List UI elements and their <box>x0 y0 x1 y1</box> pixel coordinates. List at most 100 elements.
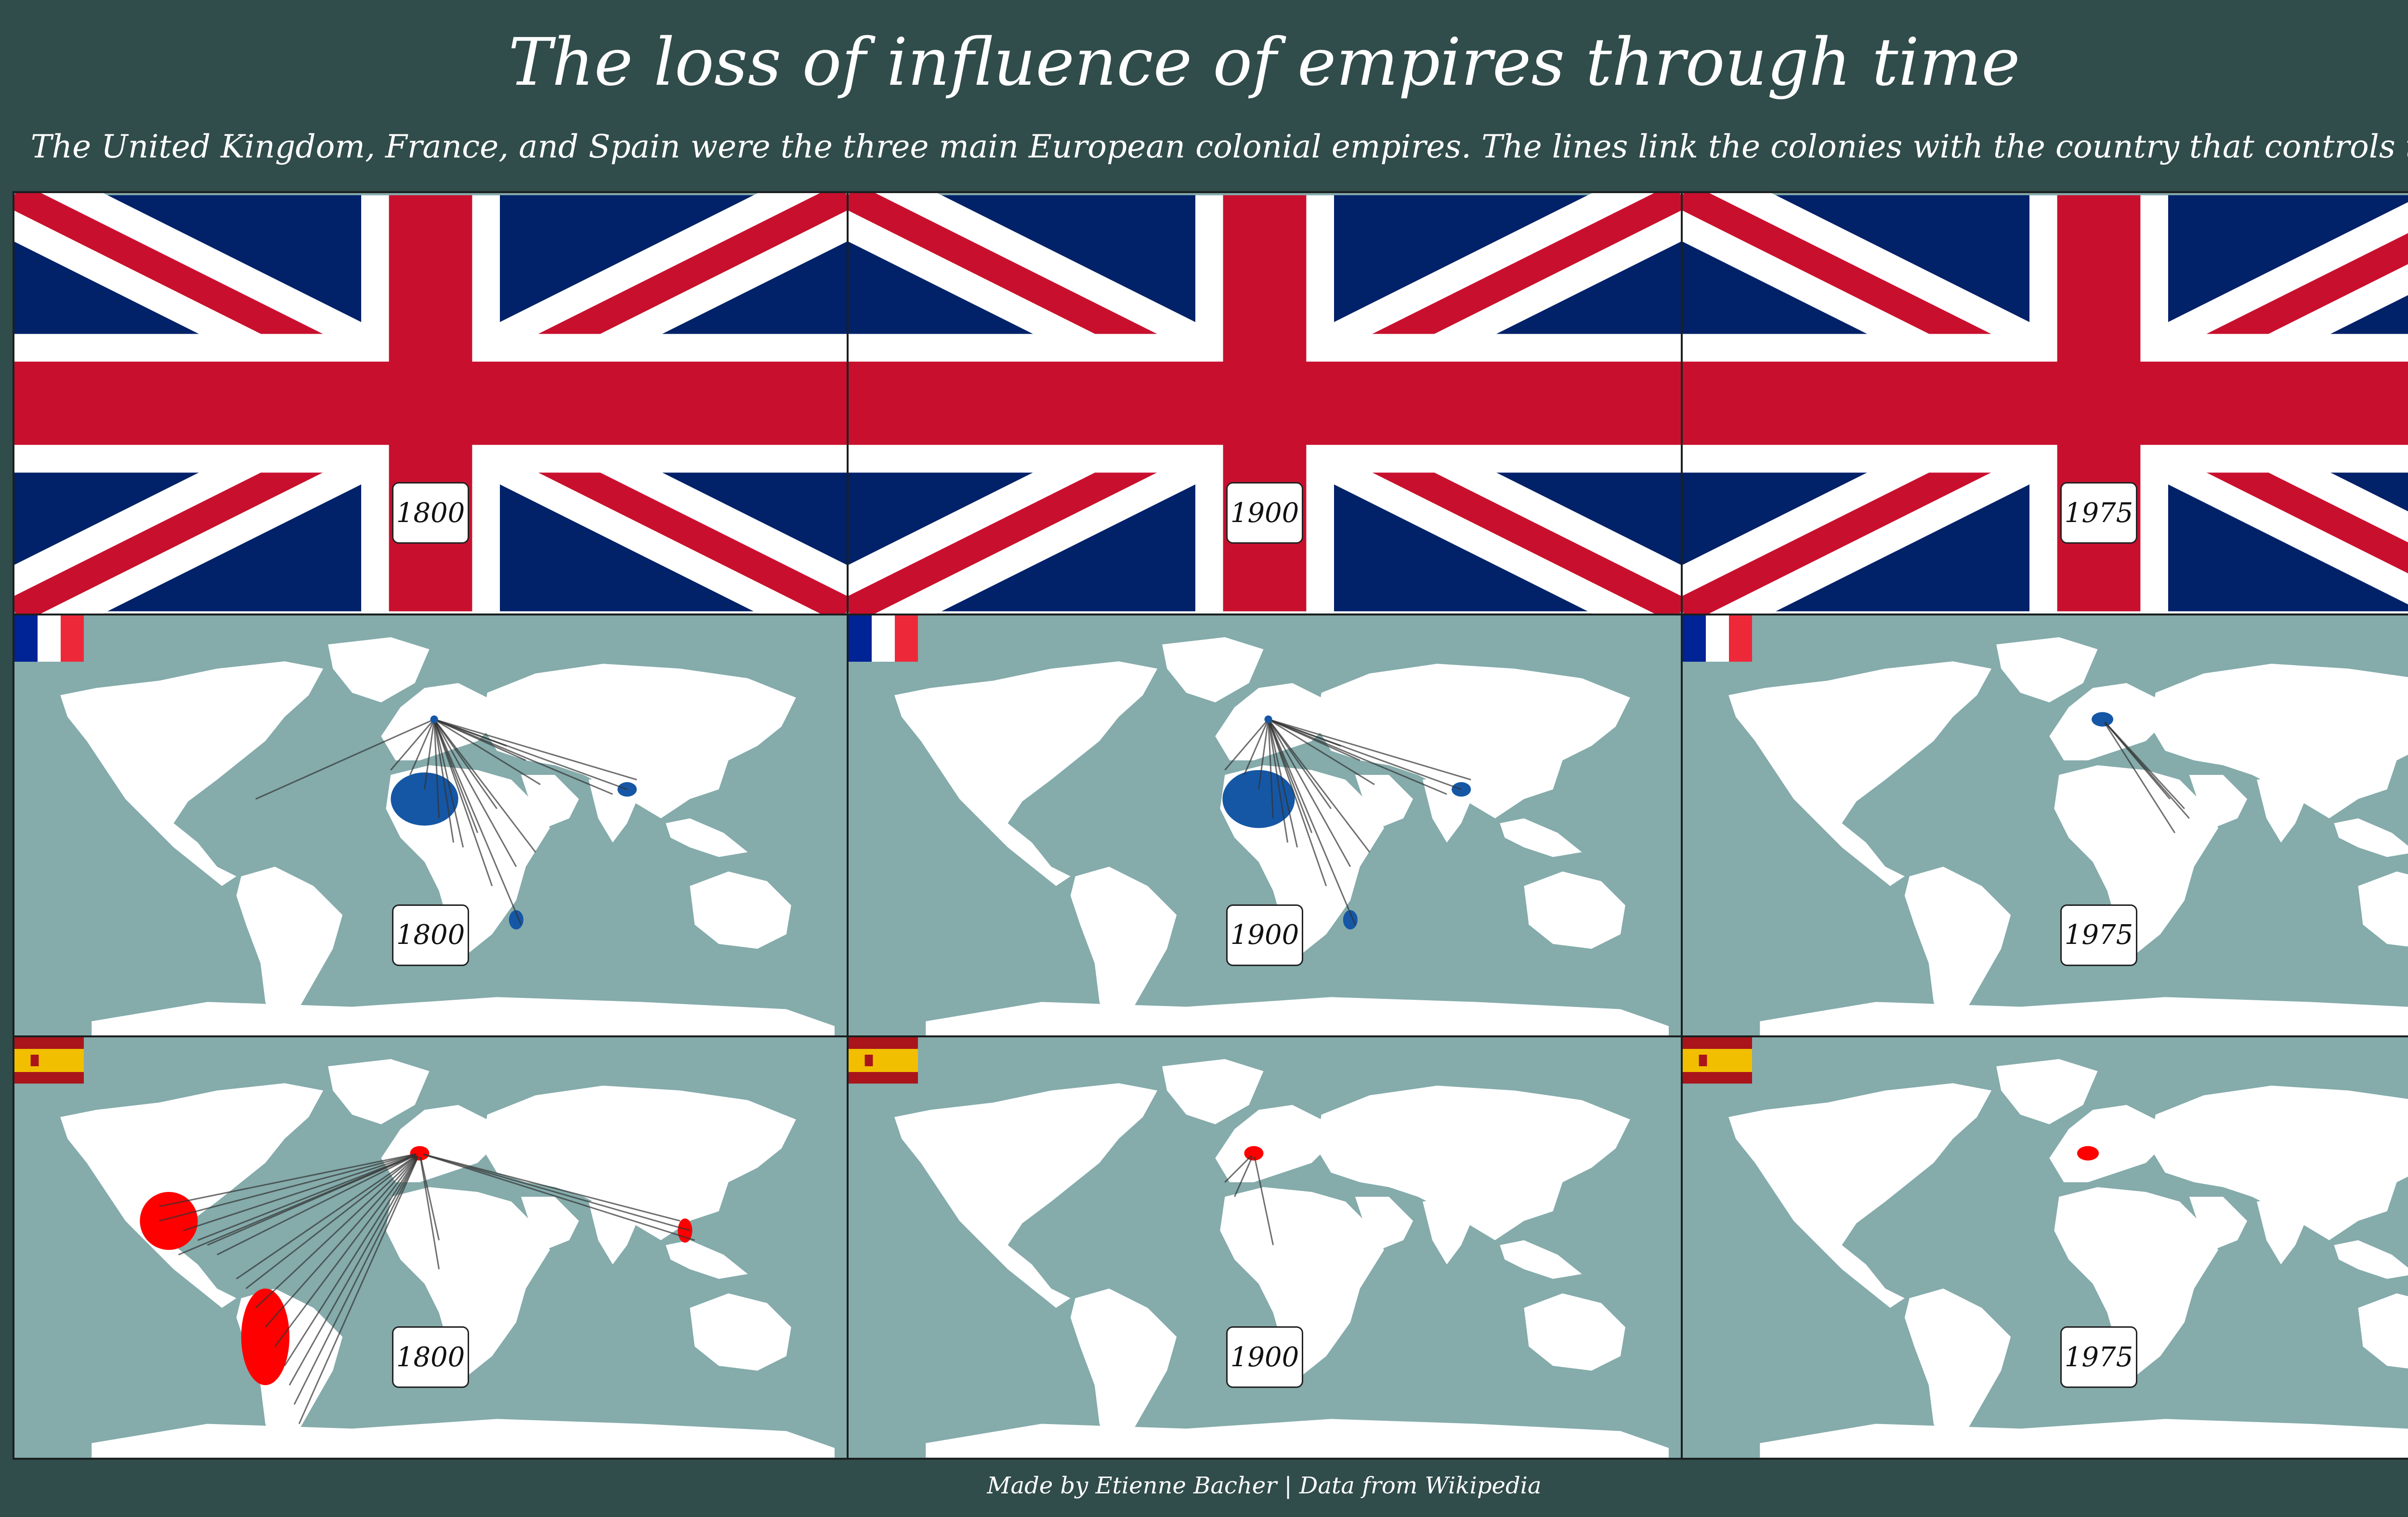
colony-link-line <box>1268 719 1356 925</box>
colony-link-line <box>419 1152 695 1242</box>
britain-land <box>1239 1124 1254 1141</box>
year-label: 1900 <box>1226 482 1303 544</box>
colony-link-line <box>433 719 517 867</box>
spain-flag-coat-of-arms <box>1699 1055 1707 1067</box>
map-panel-france-1975: 1975 <box>1683 615 2408 1036</box>
britain-land <box>405 702 420 719</box>
spain-flag-yellow <box>14 1049 84 1072</box>
se-asia-islands-land <box>666 1240 748 1279</box>
spain-flag-icon <box>14 1037 84 1084</box>
france-flag-white <box>1706 615 1729 662</box>
metropole-marker <box>1264 715 1272 723</box>
south-america-land <box>1070 1288 1177 1453</box>
colony-link-line <box>419 1153 440 1241</box>
france-flag-icon <box>1683 615 1752 662</box>
colony-territory <box>391 772 458 825</box>
asia-land <box>1316 1085 1630 1241</box>
north-america-land <box>1728 1083 1992 1308</box>
se-asia-islands-land <box>666 818 748 857</box>
south-america-land <box>1904 1288 2011 1453</box>
map-panel-spain-1900: 1900 <box>849 1037 1681 1458</box>
europe-land <box>2049 1105 2165 1183</box>
north-america-land <box>894 661 1158 886</box>
se-asia-islands-land <box>2334 818 2408 857</box>
world-map-spain-1975 <box>1728 1059 2408 1458</box>
spain-flag-yellow <box>849 1049 918 1072</box>
colony-link-line <box>1268 718 1462 790</box>
britain-land <box>2073 702 2088 719</box>
colony-link-line <box>255 1152 420 1309</box>
colony-link-line <box>217 1152 420 1256</box>
colony-link-line <box>1224 719 1269 771</box>
australia-land <box>2358 871 2408 947</box>
britain-land <box>405 1124 420 1141</box>
metropole-marker <box>416 1150 424 1158</box>
map-panel-spain-1800: 1800 <box>14 1037 847 1458</box>
colony-link-line <box>433 719 455 843</box>
page-subtitle: The United Kingdom, France, and Spain we… <box>30 128 2408 165</box>
arabia-land <box>1355 774 1413 828</box>
colony-link-line <box>433 719 522 925</box>
france-flag-blue <box>849 615 872 662</box>
north-america-land <box>1728 661 1992 886</box>
colony-link-line <box>236 1152 420 1280</box>
greenland-land <box>328 1059 430 1125</box>
france-flag-red <box>61 615 84 662</box>
antarctica-land <box>92 1419 835 1458</box>
india-land <box>2257 1197 2310 1265</box>
colony-territory <box>509 910 523 929</box>
australia-land <box>690 871 791 949</box>
spain-flag-coat-of-arms <box>864 1055 873 1067</box>
year-label: 1800 <box>392 482 469 544</box>
colony-link-line <box>419 1152 690 1232</box>
greenland-land <box>1996 1059 2098 1125</box>
colony-link-line <box>434 718 628 790</box>
australia-land <box>690 1293 791 1371</box>
colony-link-line <box>433 719 464 848</box>
north-america-land <box>60 661 324 886</box>
footer-credit: Made by Etienne Bacher | Data from Wikip… <box>987 1472 1542 1499</box>
colony-link-line <box>255 718 435 800</box>
world-map-france-1800 <box>60 637 835 1036</box>
spain-flag-yellow <box>1683 1049 1752 1072</box>
year-label: 1975 <box>2060 904 2137 966</box>
year-label: 1975 <box>2060 482 2137 544</box>
colony-territory <box>140 1192 198 1250</box>
arabia-land <box>521 774 579 828</box>
colony-link-line <box>1268 719 1371 853</box>
year-label: 1800 <box>392 1326 469 1388</box>
metropole-marker <box>1250 1150 1258 1158</box>
south-america-land <box>236 866 343 1031</box>
colony-link-line <box>1268 719 1351 867</box>
year-label: 1900 <box>1226 904 1303 966</box>
spain-flag-coat-of-arms <box>30 1055 39 1067</box>
colony-link-line <box>419 1153 440 1270</box>
africa-land <box>2054 1187 2218 1376</box>
colony-territory <box>1343 910 1358 929</box>
asia-land <box>482 1085 796 1241</box>
colony-link-line <box>419 1152 681 1222</box>
australia-land <box>2358 1293 2408 1369</box>
colony-link-line <box>1253 1153 1274 1245</box>
greenland-land <box>328 637 430 703</box>
year-label: 1800 <box>392 904 469 966</box>
colony-link-line <box>434 718 637 781</box>
colony-link-line <box>245 1152 420 1290</box>
antarctica-land <box>92 997 835 1036</box>
australia-land <box>1524 1293 1625 1371</box>
greenland-land <box>1996 637 2098 703</box>
north-america-land <box>894 1083 1158 1308</box>
colony-link-line <box>1268 719 1298 848</box>
world-map-spain-1800 <box>60 1059 835 1458</box>
colony-link-line <box>159 1152 420 1222</box>
asia-land <box>2150 1085 2408 1241</box>
britain-land <box>2073 1124 2088 1141</box>
colony-link-line <box>1268 718 1447 795</box>
spain-flag-icon <box>849 1037 918 1084</box>
map-panel-spain-1975: 1975 <box>1683 1037 2408 1458</box>
map-panel-france-1900: 1900 <box>849 615 1681 1036</box>
colony-link-line <box>1268 719 1289 843</box>
france-flag-red <box>895 615 918 662</box>
uk-flag-icon <box>849 193 1681 614</box>
map-panel-uk-1975: 1975 <box>1683 193 2408 614</box>
